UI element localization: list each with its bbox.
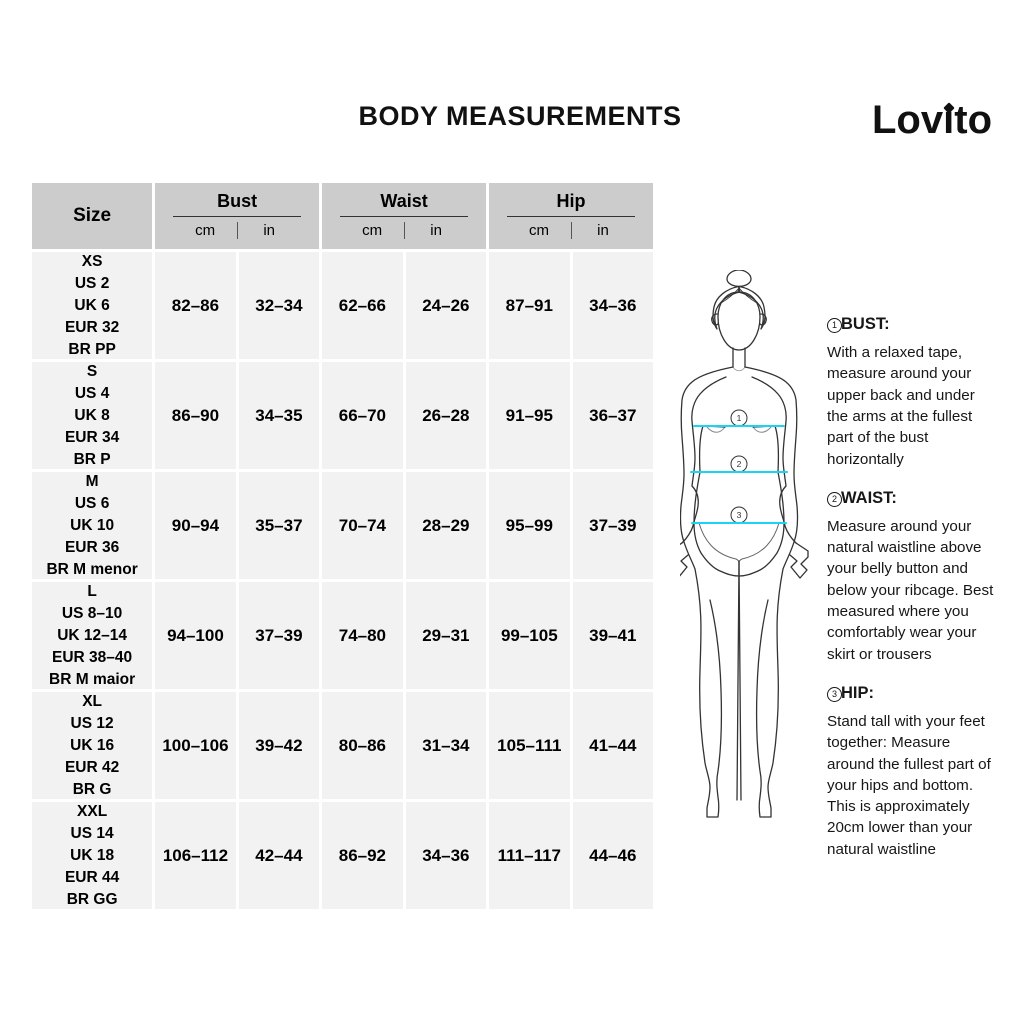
svg-text:3: 3 (737, 510, 742, 520)
svg-text:1: 1 (737, 413, 742, 423)
svg-text:2: 2 (737, 459, 742, 469)
